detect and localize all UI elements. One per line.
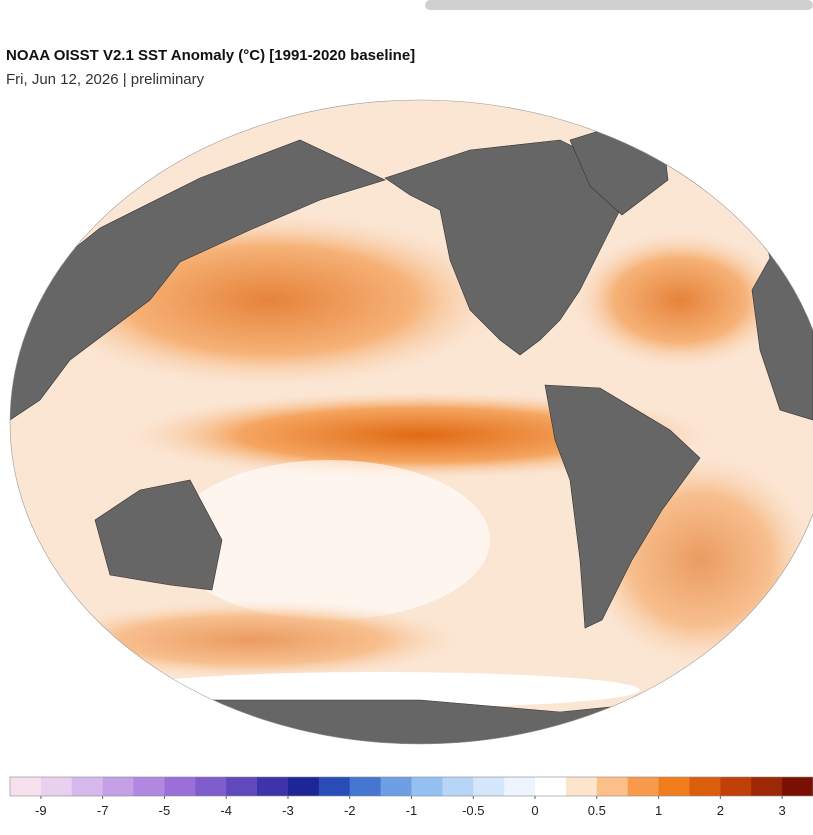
colorbar-swatch: [102, 777, 135, 796]
colorbar-swatch: [349, 777, 382, 796]
globe-outline: [9, 99, 813, 745]
colorbar-tick-label: -9: [35, 803, 47, 818]
colorbar-swatch: [226, 777, 258, 796]
colorbar-tick-label: -3: [282, 803, 294, 818]
colorbar-tick-label: -4: [220, 803, 232, 818]
colorbar-swatch: [473, 777, 505, 796]
colorbar-swatch: [380, 777, 412, 796]
colorbar-tick-label: 1: [655, 803, 662, 818]
colorbar-tick-label: -1: [406, 803, 418, 818]
colorbar-swatch: [71, 777, 104, 796]
colorbar-tick-label: -2: [344, 803, 356, 818]
colorbar-swatch: [10, 777, 42, 796]
colorbar-tick-label: 0.5: [588, 803, 606, 818]
colorbar-tick-label: -7: [97, 803, 109, 818]
colorbar-swatch: [195, 777, 227, 796]
colorbar-swatch: [720, 777, 752, 796]
colorbar-swatch: [318, 777, 351, 796]
colorbar-tick-label: -0.5: [462, 803, 484, 818]
colorbar-swatch: [40, 777, 73, 796]
colorbar-swatch: [504, 777, 536, 796]
colorbar-swatch: [627, 777, 660, 796]
colorbar-swatch: [535, 777, 567, 796]
colorbar-swatch: [257, 777, 289, 796]
scrollbar: [425, 0, 813, 10]
colorbar-swatch: [287, 777, 320, 796]
colorbar-swatch: [596, 777, 629, 796]
colorbar-tick-label: 3: [778, 803, 785, 818]
colorbar-tick-label: 0: [531, 803, 538, 818]
colorbar: -9 -7 -5 -4 -3 -2 -1 -0.5 0 0.5 1 2 3: [9, 776, 813, 818]
map-title: NOAA OISST V2.1 SST Anomaly (°C) [1991-2…: [6, 47, 416, 64]
colorbar-frame: [9, 776, 813, 797]
globe: [10, 100, 813, 744]
colorbar-swatch: [565, 777, 598, 796]
map-subtitle: Fri, Jun 12, 2026 | preliminary: [6, 71, 205, 88]
colorbar-tick-label: -5: [159, 803, 171, 818]
colorbar-swatch: [133, 777, 165, 796]
colorbar-swatch: [658, 777, 690, 796]
land: [10, 111, 813, 744]
colorbar-tick-label: 2: [717, 803, 724, 818]
colorbar-swatch: [689, 777, 721, 796]
colorbar-swatch: [782, 777, 813, 796]
colorbar-swatch: [442, 777, 474, 796]
colorbar-swatch: [164, 777, 196, 796]
colorbar-swatch: [751, 777, 783, 796]
colorbar-swatch: [411, 777, 443, 796]
